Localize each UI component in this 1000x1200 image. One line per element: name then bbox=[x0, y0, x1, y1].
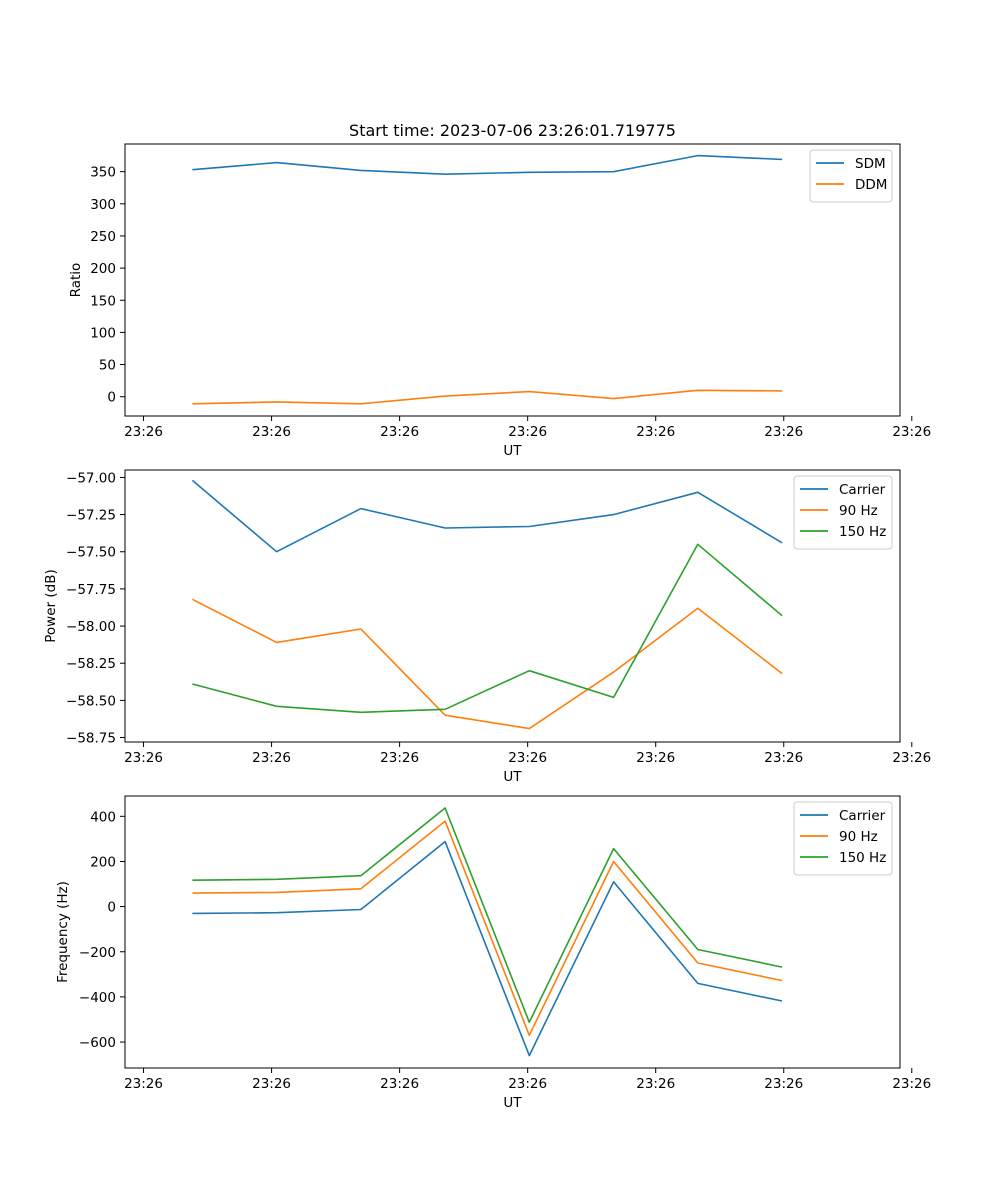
y-tick-label: −57.75 bbox=[66, 582, 116, 598]
x-tick-label: 23:26 bbox=[764, 424, 803, 440]
y-tick-label: −58.50 bbox=[66, 693, 116, 709]
y-tick-label: 0 bbox=[107, 900, 116, 916]
x-axis-label: UT bbox=[503, 1095, 522, 1111]
legend-label: DDM bbox=[855, 177, 887, 193]
x-tick-label: 23:26 bbox=[252, 1076, 291, 1092]
legend-label: 150 Hz bbox=[839, 850, 886, 866]
y-tick-label: −57.25 bbox=[66, 508, 116, 524]
x-tick-label: 23:26 bbox=[508, 750, 547, 766]
y-tick-label: 250 bbox=[90, 229, 116, 245]
series-line-90-hz bbox=[192, 598, 783, 730]
y-tick-label: 200 bbox=[90, 261, 116, 277]
x-axis-label: UT bbox=[503, 769, 522, 785]
series-line-90-hz bbox=[192, 820, 783, 1037]
legend-label: 150 Hz bbox=[839, 524, 886, 540]
x-tick-label: 23:26 bbox=[252, 750, 291, 766]
x-tick-label: 23:26 bbox=[892, 750, 931, 766]
series-line-150-hz bbox=[192, 807, 783, 1024]
legend-label: Carrier bbox=[839, 808, 886, 824]
y-tick-label: 350 bbox=[90, 165, 116, 181]
plot-frame bbox=[124, 143, 901, 417]
y-tick-label: 150 bbox=[90, 293, 116, 309]
x-tick-label: 23:26 bbox=[892, 1076, 931, 1092]
x-tick-label: 23:26 bbox=[380, 424, 419, 440]
y-axis-label: Ratio bbox=[68, 263, 84, 298]
x-tick-label: 23:26 bbox=[636, 750, 675, 766]
series-line-carrier bbox=[191, 479, 783, 553]
legend: Carrier 90 Hz 150 Hz bbox=[793, 801, 893, 876]
series-line-150-hz bbox=[192, 543, 783, 714]
x-tick-label: 23:26 bbox=[764, 750, 803, 766]
y-tick-label: −58.00 bbox=[66, 619, 116, 635]
series-line-sdm bbox=[192, 154, 783, 175]
x-tick-label: 23:26 bbox=[508, 1076, 547, 1092]
x-tick-label: 23:26 bbox=[124, 750, 163, 766]
x-tick-label: 23:26 bbox=[636, 1076, 675, 1092]
y-tick-label: 400 bbox=[90, 809, 116, 825]
legend: SDM DDM bbox=[809, 149, 893, 203]
chart-title: Start time: 2023-07-06 23:26:01.719775 bbox=[349, 121, 676, 140]
legend-label: SDM bbox=[855, 156, 886, 172]
x-tick-label: 23:26 bbox=[124, 1076, 163, 1092]
legend-label: 90 Hz bbox=[839, 503, 878, 519]
x-tick-label: 23:26 bbox=[764, 1076, 803, 1092]
y-tick-label: −600 bbox=[79, 1035, 116, 1051]
plot-frame bbox=[124, 795, 901, 1069]
x-tick-label: 23:26 bbox=[252, 424, 291, 440]
y-tick-label: 50 bbox=[99, 358, 116, 374]
x-tick-label: 23:26 bbox=[124, 424, 163, 440]
y-tick-label: −57.50 bbox=[66, 545, 116, 561]
x-tick-label: 23:26 bbox=[380, 1076, 419, 1092]
legend-label: Carrier bbox=[839, 482, 886, 498]
y-tick-label: 200 bbox=[90, 854, 116, 870]
series-line-carrier bbox=[192, 840, 783, 1057]
chart-panel-1: Start time: 2023-07-06 23:26:01.719775 23… bbox=[68, 121, 931, 459]
legend-label: 90 Hz bbox=[839, 829, 878, 845]
y-axis-label: Power (dB) bbox=[43, 569, 59, 642]
y-tick-label: 100 bbox=[90, 325, 116, 341]
y-tick-label: −400 bbox=[79, 990, 116, 1006]
y-tick-label: 0 bbox=[107, 390, 116, 406]
chart-panel-3: 23:2623:2623:2623:2623:2623:2623:2623:27… bbox=[55, 795, 931, 1111]
x-tick-label: 23:26 bbox=[892, 424, 931, 440]
y-tick-label: −57.00 bbox=[66, 470, 116, 486]
x-tick-label: 23:26 bbox=[508, 424, 547, 440]
y-axis-label: Frequency (Hz) bbox=[55, 881, 71, 983]
chart-panel-2: 23:2623:2623:2623:2623:2623:2623:2623:27… bbox=[43, 469, 931, 785]
y-tick-label: −58.25 bbox=[66, 656, 116, 672]
series-line-ddm bbox=[192, 389, 783, 405]
plot-frame bbox=[124, 469, 901, 743]
legend: Carrier 90 Hz 150 Hz bbox=[793, 475, 893, 550]
x-tick-label: 23:26 bbox=[380, 750, 419, 766]
x-axis-label: UT bbox=[503, 443, 522, 459]
x-tick-label: 23:26 bbox=[636, 424, 675, 440]
y-tick-label: −200 bbox=[79, 945, 116, 961]
y-tick-label: 300 bbox=[90, 197, 116, 213]
y-tick-label: −58.75 bbox=[66, 731, 116, 747]
